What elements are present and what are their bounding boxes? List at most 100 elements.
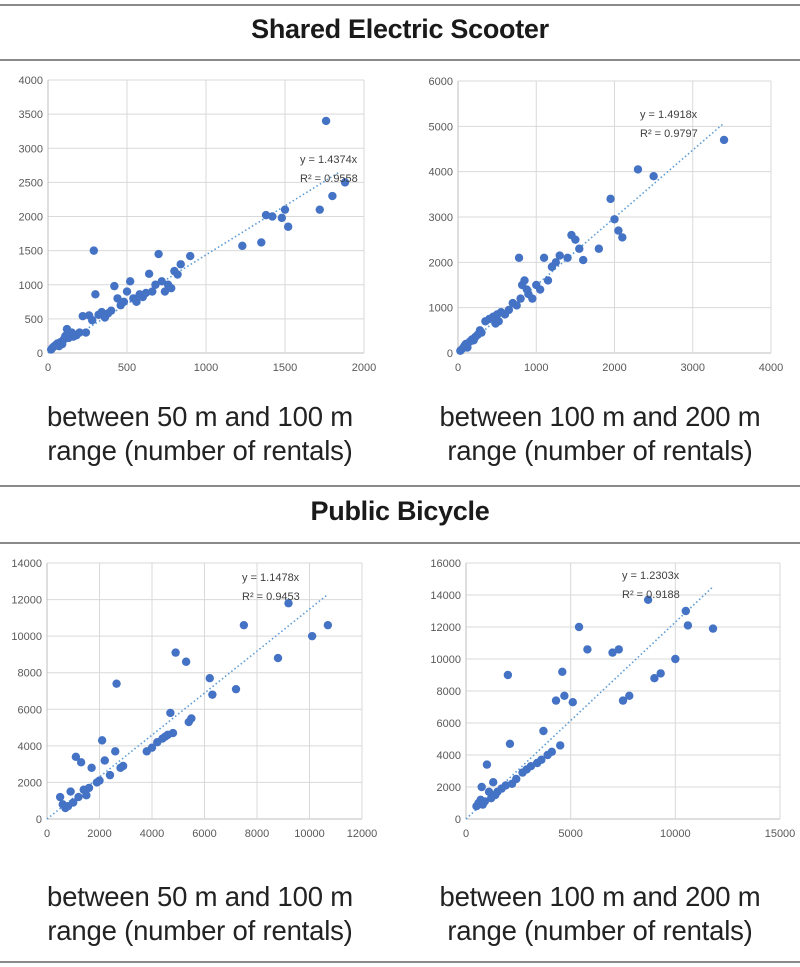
data-point — [257, 238, 266, 247]
data-point — [526, 762, 536, 771]
caption-line-1: between 50 m and 100 m — [47, 401, 353, 432]
y-tick-label: 4000 — [18, 741, 42, 753]
data-point — [610, 215, 619, 224]
data-point — [323, 620, 333, 630]
data-point — [82, 791, 91, 800]
data-point — [148, 287, 157, 296]
caption-line-1: between 100 m and 200 m — [439, 401, 761, 432]
x-tick-label: 0 — [45, 362, 51, 374]
data-point — [625, 691, 634, 700]
data-point — [563, 253, 572, 262]
data-point — [340, 178, 350, 187]
data-point — [606, 194, 615, 204]
data-point — [503, 670, 513, 680]
chart-svg: 0 1000 2000 3000 4000 5000 6000 0 1000 2000 3000 40… — [429, 76, 784, 374]
data-point — [66, 787, 75, 796]
x-tick-label: 5000 — [558, 828, 582, 840]
data-point — [91, 290, 100, 299]
caption-bicycle-50-100: between 50 m and 100 m range (number of … — [0, 880, 400, 948]
y-tick-label: 0 — [36, 814, 42, 826]
y-tick-label: 4000 — [437, 750, 461, 762]
y-tick-label: 500 — [25, 314, 43, 326]
data-point — [574, 622, 584, 632]
data-point — [71, 752, 81, 762]
data-point — [484, 787, 494, 796]
x-tick-label: 3000 — [681, 362, 705, 374]
data-point — [514, 253, 524, 262]
y-tick-label: 3000 — [429, 212, 453, 224]
data-point — [618, 696, 628, 705]
data-point — [171, 648, 180, 657]
data-point — [643, 595, 653, 604]
x-tick-label: 4000 — [140, 828, 164, 840]
x-tick-label: 8000 — [245, 828, 269, 840]
data-point — [208, 690, 217, 699]
x-tick-label: 1500 — [273, 362, 297, 374]
caption-line-1: between 50 m and 100 m — [47, 881, 353, 912]
data-point — [328, 191, 337, 201]
y-tick-label: 4000 — [429, 167, 453, 179]
data-point — [69, 798, 78, 807]
data-point — [78, 311, 87, 321]
chart-svg: 0 2000 4000 6000 8000 10000 12000 14000 0 2000 400… — [11, 558, 377, 840]
data-point — [560, 691, 569, 700]
data-point — [477, 328, 486, 337]
data-point — [176, 260, 185, 269]
data-point — [283, 222, 293, 231]
data-point — [273, 653, 283, 663]
data-point — [494, 317, 503, 326]
y-tick-label: 16000 — [430, 558, 461, 570]
data-point — [482, 760, 492, 769]
y-tick-label: 8000 — [18, 668, 42, 680]
data-point — [107, 306, 116, 315]
y-tick-label: 2500 — [19, 177, 43, 189]
data-point — [81, 328, 91, 337]
chart-svg: 0 500 1000 1500 2000 2500 3000 3500 4000 0 500 1000… — [19, 75, 377, 374]
data-point — [261, 210, 271, 220]
trendline-equation: y = 1.4918x — [640, 109, 698, 121]
chart-scooter-50-100: 0 500 1000 1500 2000 2500 3000 3500 4000 0 500 1000… — [0, 68, 400, 390]
data-point — [614, 226, 623, 235]
data-point — [656, 669, 665, 678]
data-point — [579, 255, 588, 265]
data-point — [112, 679, 121, 688]
data-point — [516, 294, 525, 303]
caption-line-2: range (number of rentals) — [447, 915, 753, 946]
x-tick-label: 2000 — [87, 828, 111, 840]
data-point — [119, 297, 129, 307]
data-point — [683, 621, 693, 630]
data-point — [489, 778, 498, 787]
x-tick-label: 1000 — [194, 362, 218, 374]
data-point — [122, 287, 132, 296]
data-point — [284, 599, 293, 608]
data-point — [556, 741, 565, 750]
data-point — [186, 251, 195, 261]
data-point — [571, 235, 580, 244]
y-tick-label: 12000 — [430, 622, 461, 634]
y-tick-label: 2000 — [19, 212, 43, 224]
data-point — [512, 774, 521, 784]
data-point — [187, 714, 196, 723]
data-point — [76, 758, 86, 767]
data-point — [618, 233, 627, 242]
data-point — [141, 288, 151, 298]
data-point — [671, 654, 680, 664]
y-tick-label: 10000 — [11, 631, 42, 643]
data-point — [168, 728, 178, 738]
data-point — [719, 135, 729, 145]
y-tick-label: 2000 — [429, 257, 453, 269]
data-point — [520, 276, 529, 285]
data-point — [110, 281, 119, 291]
x-tick-label: 2000 — [602, 362, 626, 374]
section-title-scooter: Shared Electric Scooter — [251, 14, 549, 44]
y-tick-label: 10000 — [430, 654, 461, 666]
trendline — [47, 170, 341, 354]
data-point — [205, 674, 214, 683]
x-tick-label: 0 — [463, 828, 469, 840]
data-point — [280, 205, 290, 214]
data-point — [504, 305, 514, 315]
r-squared-label: R² = 0.9188 — [622, 589, 680, 601]
data-point — [558, 667, 567, 676]
data-point — [268, 212, 277, 221]
data-point — [105, 770, 115, 780]
